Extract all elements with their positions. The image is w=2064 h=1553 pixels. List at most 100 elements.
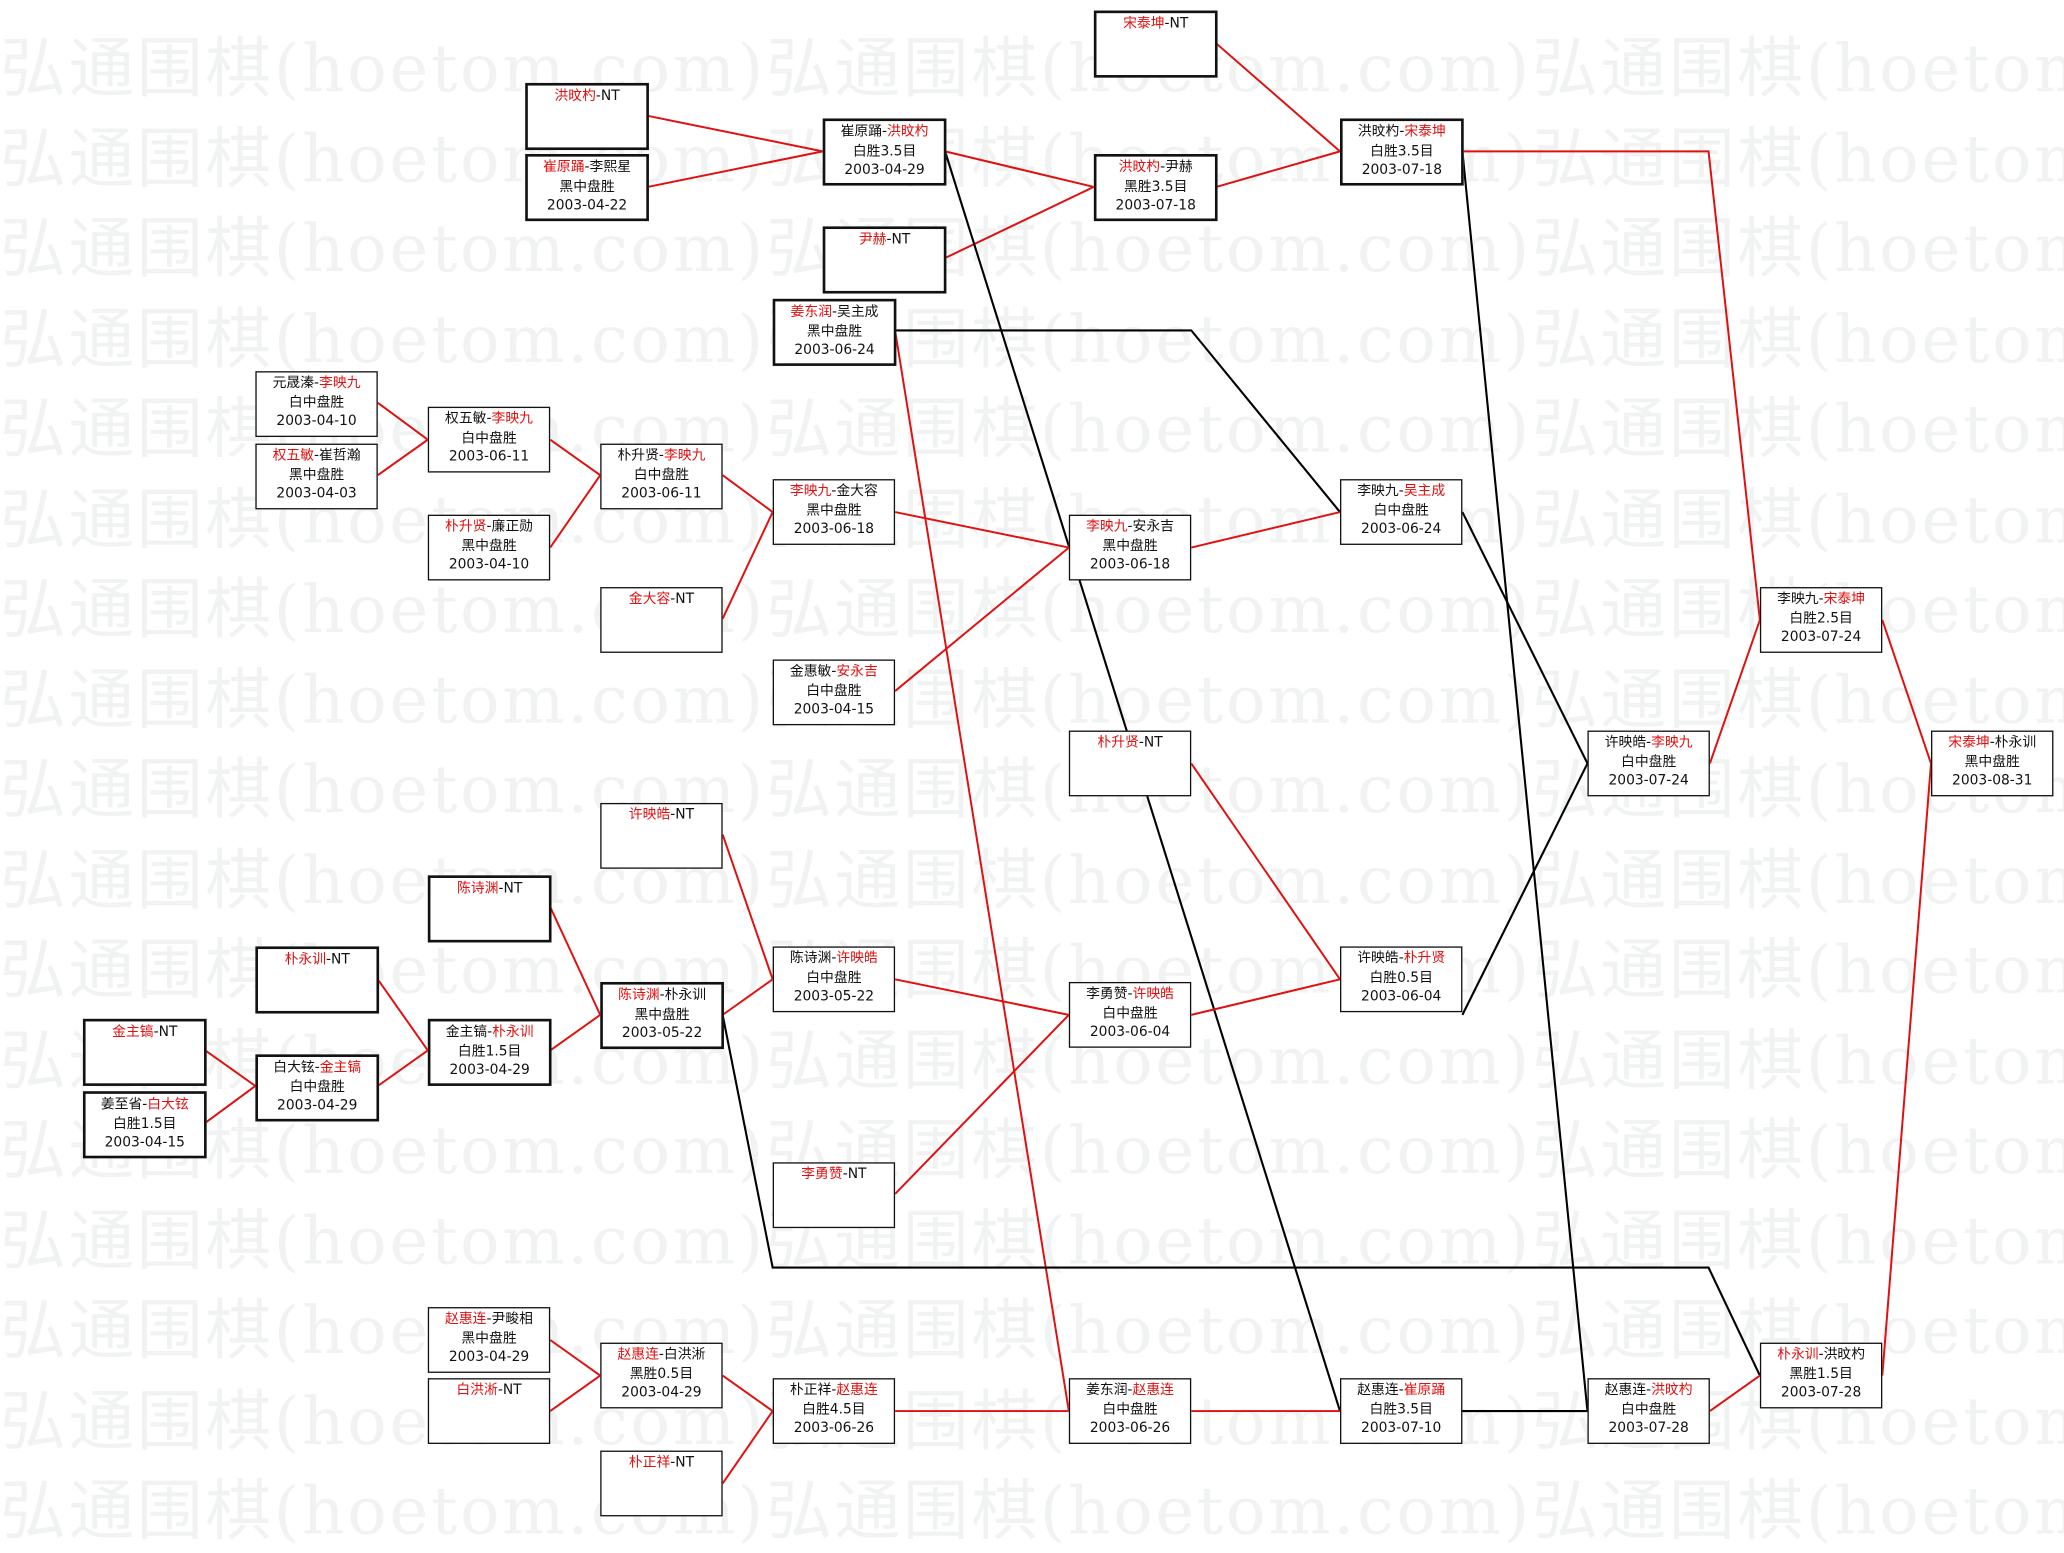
player-1: 崔原踊 [543, 159, 585, 176]
match-date: 2003-04-10 [276, 413, 357, 430]
match-box[interactable]: 朴升贤-李映九 白中盘胜 2003-06-11 [600, 443, 723, 510]
match-box[interactable]: 朴升贤-廉正勋 黑中盘胜 2003-04-10 [427, 514, 551, 581]
player-1: 朴永训 [1777, 1346, 1819, 1363]
match-box[interactable]: 姜至省-白大铉 白胜1.5目 2003-04-15 [82, 1091, 207, 1159]
player-1: 金惠敏 [789, 663, 832, 680]
player-2: NT [847, 1166, 867, 1183]
match-players: 李映九-金大容 [774, 482, 894, 501]
player-2: NT [331, 951, 350, 968]
match-box[interactable]: 李映九-吴主成 白中盘胜 2003-06-24 [1339, 479, 1463, 545]
advance-line [944, 150, 1095, 188]
match-players: 白洪淅-NT [429, 1381, 549, 1400]
match-players: 朴升贤-NT [1070, 733, 1190, 752]
match-box[interactable]: 金大容-NT [600, 587, 723, 653]
match-box[interactable]: 李映九-宋泰坤 白胜2.5目 2003-07-24 [1759, 587, 1883, 653]
match-box[interactable]: 尹赫-NT [822, 226, 947, 294]
player-1: 李勇赞 [1086, 985, 1128, 1002]
match-box[interactable]: 陈诗渊-朴永训 黑中盘胜 2003-05-22 [600, 981, 724, 1050]
match-box[interactable]: 金惠敏-安永吉 白中盘胜 2003-04-15 [772, 659, 896, 726]
player-2: NT [158, 1024, 178, 1040]
advance-line [549, 438, 601, 476]
advance-line [647, 114, 823, 153]
player-2: 吴主成 [1403, 483, 1446, 499]
match-box[interactable]: 朴永训-NT [255, 946, 380, 1014]
advance-line [894, 511, 1070, 549]
match-players: 朴升贤-李映九 [602, 446, 722, 465]
match-players: 朴正祥-赵惠连 [774, 1381, 894, 1400]
match-box[interactable]: 赵惠连-尹畯相 黑中盘胜 2003-04-29 [427, 1307, 551, 1373]
match-players: 李映九-安永吉 [1070, 517, 1190, 536]
match-box[interactable]: 朴升贤-NT [1068, 730, 1192, 797]
match-box[interactable]: 元晟溱-李映九 白中盘胜 2003-04-10 [255, 371, 378, 438]
separator: - [142, 1096, 148, 1113]
match-box[interactable]: 陈诗渊-NT [427, 875, 552, 943]
separator: - [1127, 985, 1133, 1002]
match-box[interactable]: 赵惠连-洪旼杓 白中盘胜 2003-07-28 [1587, 1378, 1710, 1444]
match-box[interactable]: 李映九-安永吉 黑中盘胜 2003-06-18 [1068, 514, 1192, 581]
match-box[interactable]: 权五敏-李映九 白中盘胜 2003-06-11 [427, 406, 551, 473]
match-box[interactable]: 崔原踊-李熙星 黑中盘胜 2003-04-22 [525, 154, 649, 222]
advance-line [944, 186, 1095, 259]
match-box[interactable]: 陈诗渊-许映皓 白中盘胜 2003-05-22 [772, 946, 896, 1013]
match-box[interactable]: 许映皓-朴升贤 白胜0.5目 2003-06-04 [1339, 946, 1463, 1013]
match-box[interactable]: 宋泰坤-NT [1093, 10, 1218, 78]
match-box[interactable]: 权五敏-崔哲瀚 黑中盘胜 2003-04-03 [255, 443, 378, 510]
match-box[interactable]: 许映皓-李映九 白中盘胜 2003-07-24 [1587, 730, 1710, 797]
match-players: 金大容-NT [602, 590, 722, 609]
player-1: 尹赫 [858, 231, 887, 248]
separator: - [314, 1059, 320, 1076]
separator: - [831, 483, 837, 499]
advance-line [549, 474, 602, 549]
player-2: 许映皓 [1132, 985, 1174, 1002]
match-box[interactable]: 朴永训-洪旼杓 黑胜1.5目 2003-07-28 [1759, 1342, 1883, 1409]
match-box[interactable]: 宋泰坤-朴永训 黑中盘胜 2003-08-31 [1931, 730, 2054, 797]
advance-line [722, 474, 774, 513]
match-result: 黑中盘胜 [806, 502, 862, 518]
match-box[interactable]: 朴正祥-NT [600, 1450, 723, 1517]
match-result: 黑中盘胜 [634, 1006, 690, 1023]
advance-line [377, 1049, 429, 1087]
match-box[interactable]: 白洪淅-NT [427, 1378, 551, 1444]
match-box[interactable]: 李勇赞-许映皓 白中盘胜 2003-06-04 [1068, 981, 1192, 1048]
match-players: 许映皓-李映九 [1589, 733, 1709, 752]
match-box[interactable]: 许映皓-NT [600, 802, 723, 869]
match-box[interactable]: 崔原踊-洪旼杓 白胜3.5目 2003-04-29 [822, 118, 947, 186]
advance-line [377, 438, 429, 476]
loser-line [895, 329, 1341, 513]
match-result: 白胜3.5目 [1370, 142, 1434, 159]
match-players: 宋泰坤-朴永训 [1932, 733, 2052, 752]
match-date: 2003-04-29 [449, 1062, 530, 1079]
match-box[interactable]: 赵惠连-崔原踊 白胜3.5目 2003-07-10 [1339, 1378, 1463, 1444]
separator: - [1818, 1346, 1824, 1363]
match-box[interactable]: 洪旼杓-尹赫 黑胜3.5目 2003-07-18 [1093, 154, 1218, 222]
match-box[interactable]: 白大铉-金主镐 白中盘胜 2003-04-29 [255, 1054, 380, 1122]
separator: - [314, 447, 320, 464]
match-box[interactable]: 姜东润-赵惠连 白中盘胜 2003-06-26 [1068, 1378, 1192, 1444]
player-1: 许映皓 [628, 806, 671, 823]
match-box[interactable]: 李勇赞-NT [772, 1162, 896, 1229]
player-1: 金主镐 [112, 1024, 154, 1040]
match-box[interactable]: 姜东润-吴主成 黑中盘胜 2003-06-24 [772, 298, 897, 366]
match-box[interactable]: 金主镐-朴永训 白胜1.5目 2003-04-29 [427, 1018, 552, 1086]
match-date: 2003-08-31 [1952, 772, 2033, 789]
match-players: 权五敏-崔哲瀚 [257, 446, 377, 465]
separator: - [486, 518, 492, 535]
match-players: 白大铉-金主镐 [258, 1058, 376, 1077]
match-players: 赵惠连-洪旼杓 [1589, 1381, 1709, 1400]
match-box[interactable]: 朴正祥-赵惠连 白胜4.5目 2003-06-26 [772, 1378, 896, 1444]
advance-line [1462, 150, 1761, 621]
match-date: 2003-04-03 [276, 485, 357, 502]
separator: - [1398, 483, 1404, 499]
match-box[interactable]: 金主镐-NT [82, 1018, 207, 1086]
separator: - [1646, 1382, 1652, 1398]
player-2: NT [600, 88, 620, 104]
advance-line [1215, 150, 1341, 188]
match-players: 姜东润-赵惠连 [1070, 1381, 1190, 1400]
separator: - [1164, 15, 1170, 32]
advance-line [647, 150, 823, 188]
match-box[interactable]: 洪旼杓-NT [525, 82, 649, 151]
match-box[interactable]: 洪旼杓-宋泰坤 白胜3.5目 2003-07-18 [1339, 118, 1464, 186]
match-result: 白中盘胜 [289, 1078, 345, 1095]
match-box[interactable]: 李映九-金大容 黑中盘胜 2003-06-18 [772, 479, 896, 545]
match-box[interactable]: 赵惠连-白洪淅 黑胜0.5目 2003-04-29 [600, 1342, 723, 1409]
